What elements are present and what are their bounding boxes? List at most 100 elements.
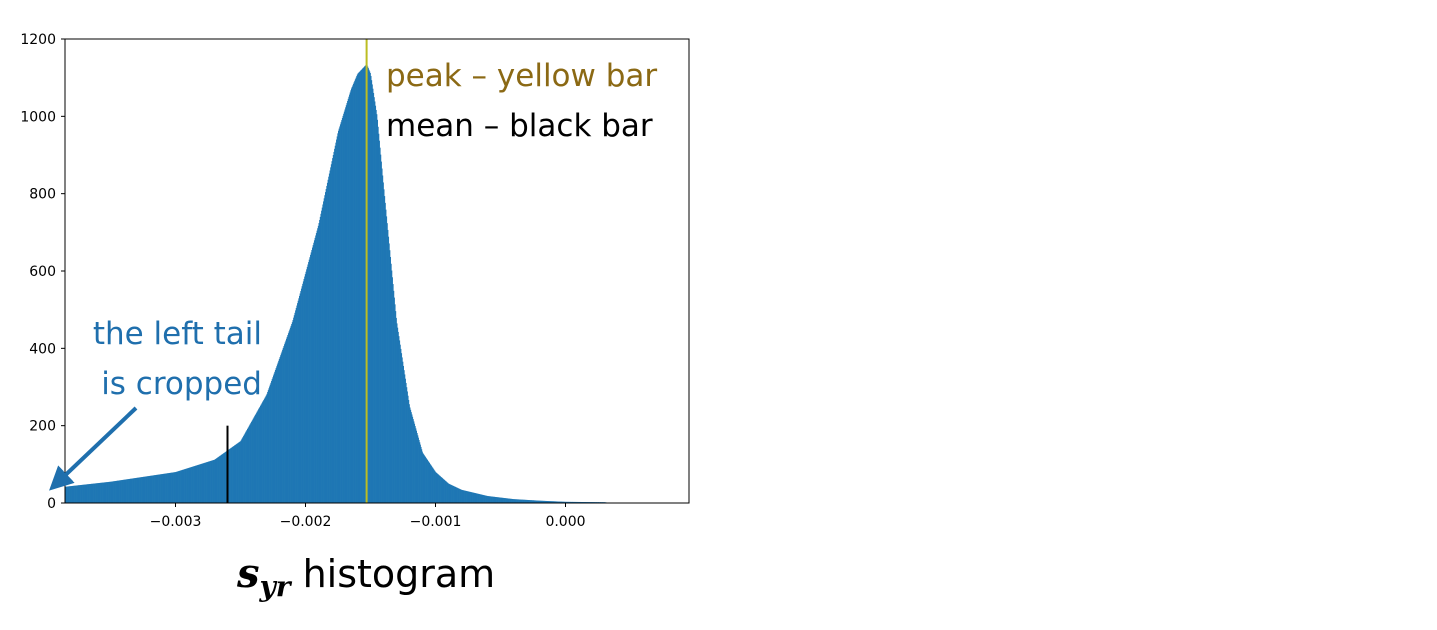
histogram-bar [578, 501, 580, 503]
histogram-bar [361, 69, 363, 503]
histogram-bar [154, 475, 156, 503]
histogram-bar [425, 457, 427, 503]
histogram-bar [246, 430, 248, 503]
histogram-bar [168, 473, 170, 503]
histogram-bar [414, 423, 416, 503]
histogram-bar [206, 462, 208, 503]
histogram-bar [404, 374, 406, 503]
histogram-bar [343, 113, 345, 503]
histogram-bar [451, 485, 453, 503]
histogram-bar [157, 474, 159, 503]
histogram-bar [210, 460, 212, 503]
histogram-bar [356, 74, 358, 503]
histogram-bar [542, 500, 544, 503]
histogram-bar [525, 499, 527, 503]
histogram-bar [473, 492, 475, 503]
histogram-bar [572, 501, 573, 503]
histogram-bar [484, 495, 486, 503]
histogram-bar [221, 454, 222, 503]
histogram-bar [536, 500, 538, 503]
histogram-bar [87, 484, 89, 503]
histogram-bar [70, 486, 72, 503]
histogram-bar [128, 478, 130, 503]
histogram-bar [208, 461, 209, 503]
histogram-bar [359, 71, 361, 503]
histogram-bar [333, 151, 335, 503]
histogram-bar [304, 276, 306, 503]
histogram-bar [490, 496, 492, 503]
histogram-bar [234, 445, 235, 503]
histogram-bar [181, 470, 183, 503]
histogram-bar [148, 476, 150, 503]
histogram-bar [466, 491, 468, 503]
histogram-bar [423, 454, 425, 503]
histogram-bar [450, 484, 452, 503]
histogram-bar [302, 283, 304, 503]
histogram-bar [360, 70, 362, 503]
histogram-bar [135, 477, 137, 503]
histogram-bar [452, 485, 454, 503]
histogram-bar [406, 387, 408, 503]
histogram-bar [340, 122, 342, 503]
histogram-bar [196, 465, 198, 503]
histogram-bar [427, 460, 429, 503]
histogram-bar [486, 495, 488, 503]
histogram-bar [485, 495, 487, 503]
histogram-bar [257, 410, 259, 503]
histogram-bar [109, 481, 111, 503]
histogram-bar [493, 496, 495, 503]
histogram-bar [341, 117, 343, 503]
histogram-bar [345, 107, 347, 503]
histogram-bar [326, 182, 328, 503]
histogram-bar [115, 481, 117, 503]
histogram-bar [443, 479, 445, 503]
histogram-bar [146, 476, 148, 503]
histogram-bar [447, 483, 449, 503]
histogram-bar [395, 311, 397, 503]
histogram-bar [76, 485, 78, 503]
histogram-bar [501, 497, 503, 503]
histogram-bar [174, 472, 176, 503]
histogram-bar [377, 119, 378, 503]
histogram-bar [356, 76, 358, 503]
histogram-bar [270, 382, 272, 503]
histogram-bar [267, 390, 269, 503]
x-tick-label: −0.003 [150, 514, 202, 530]
histogram-bar [143, 476, 144, 503]
histogram-bar [544, 500, 546, 503]
histogram-bar [135, 478, 137, 503]
histogram-bar [401, 357, 403, 503]
histogram-bar [494, 496, 496, 503]
histogram-bar [396, 323, 398, 503]
histogram-bar [139, 477, 141, 503]
histogram-bar [527, 500, 529, 503]
histogram-bar [163, 473, 165, 503]
histogram-bar [276, 364, 278, 503]
histogram-bar [190, 467, 192, 503]
histogram-bar [262, 401, 264, 503]
histogram-bar [418, 439, 420, 503]
histogram-bar [252, 418, 254, 503]
histogram-bar [230, 448, 232, 503]
histogram-bar [470, 492, 472, 503]
histogram-bar [430, 465, 432, 503]
histogram-bar [193, 466, 195, 503]
histogram-bar [79, 485, 81, 503]
histogram-bar [529, 500, 531, 503]
histogram-bar [111, 481, 113, 503]
histogram-bar [572, 501, 574, 503]
histogram-bar [235, 444, 237, 503]
histogram-bar [463, 490, 465, 503]
histogram-bar [132, 478, 134, 503]
histogram-bar [351, 86, 353, 503]
histogram-bar [364, 66, 365, 503]
histogram-bar [216, 458, 218, 503]
histogram-bar [175, 471, 177, 503]
histogram-bar [492, 496, 494, 503]
histogram-bar [100, 482, 102, 503]
histogram-bar [223, 452, 225, 503]
histogram-bar [265, 395, 267, 503]
histogram-bar [546, 501, 548, 503]
histogram-bar [338, 128, 340, 503]
histogram-bar [310, 252, 312, 503]
